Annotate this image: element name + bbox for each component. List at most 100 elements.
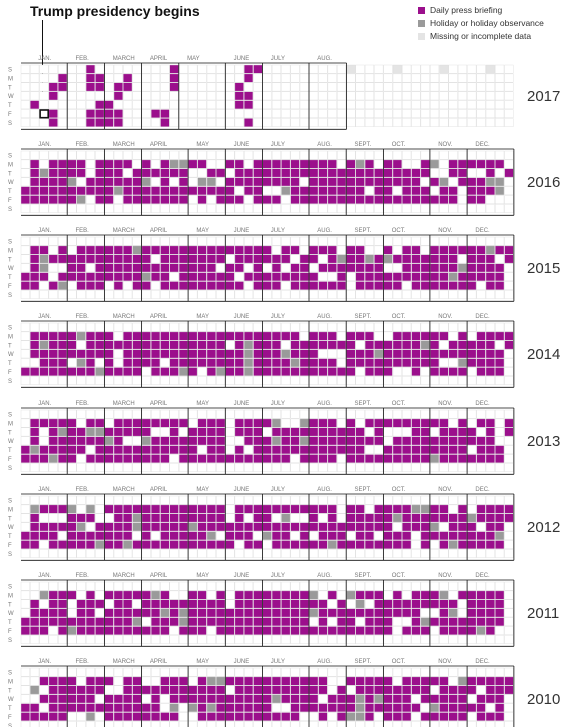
day-cell <box>76 549 86 558</box>
day-cell <box>299 540 309 550</box>
day-cell <box>290 676 300 686</box>
day-cell <box>132 581 142 591</box>
day-cell <box>132 290 142 299</box>
day-cell <box>411 195 421 205</box>
day-cell <box>206 694 216 704</box>
day-cell <box>160 159 170 169</box>
day-cell <box>476 358 486 368</box>
month-label: JAN. <box>38 142 51 148</box>
day-cell <box>485 91 495 101</box>
day-cell <box>309 463 319 472</box>
day-cell <box>495 418 505 428</box>
day-cell <box>141 263 151 273</box>
day-cell <box>216 495 226 505</box>
day-cell <box>141 549 151 558</box>
day-cell <box>290 418 300 428</box>
day-cell <box>430 73 440 83</box>
day-cell <box>504 626 514 636</box>
day-cell <box>197 150 207 160</box>
day-cell <box>169 186 179 196</box>
day-cell <box>327 617 337 627</box>
day-cell <box>467 150 477 160</box>
day-cell <box>123 150 133 160</box>
day-cell <box>411 712 421 722</box>
day-cell <box>234 540 244 550</box>
day-cell <box>104 236 114 246</box>
day-cell <box>234 349 244 359</box>
day-cell <box>364 504 375 514</box>
day-cell <box>262 159 272 169</box>
day-cell <box>485 626 495 636</box>
day-cell <box>355 676 365 686</box>
day-cell <box>58 590 68 600</box>
day-cell <box>253 540 263 550</box>
day-cell <box>197 540 207 550</box>
month-label: DEC. <box>475 573 490 579</box>
day-cell <box>188 513 198 523</box>
day-cell <box>309 676 319 686</box>
day-cell <box>383 245 393 255</box>
day-cell <box>206 703 216 713</box>
day-cell <box>309 109 319 119</box>
month-label: SEPT. <box>355 487 372 493</box>
day-cell <box>67 626 77 636</box>
month-label: JULY <box>271 487 285 493</box>
day-cell <box>58 159 68 169</box>
day-cell <box>197 626 207 636</box>
weekday-label: T <box>8 189 12 195</box>
day-cell <box>299 168 309 178</box>
day-cell <box>39 100 49 110</box>
day-cell <box>448 358 458 368</box>
day-cell <box>160 272 170 282</box>
day-cell <box>85 522 95 532</box>
day-cell <box>58 436 68 446</box>
day-cell <box>355 100 365 110</box>
day-cell <box>132 195 142 205</box>
day-cell <box>337 667 347 677</box>
day-cell <box>485 522 495 532</box>
day-cell <box>123 454 133 464</box>
day-cell <box>243 82 254 92</box>
day-cell <box>104 349 114 359</box>
day-cell <box>39 159 49 169</box>
day-cell <box>160 504 170 514</box>
day-cell <box>160 522 170 532</box>
day-cell <box>197 436 207 446</box>
day-cell <box>495 590 505 600</box>
day-cell <box>364 367 375 377</box>
day-cell <box>225 118 235 127</box>
day-cell <box>337 721 347 727</box>
day-cell <box>48 254 58 264</box>
day-cell <box>95 245 105 255</box>
day-cell <box>113 82 123 92</box>
day-cell <box>467 159 477 169</box>
day-cell <box>85 676 95 686</box>
day-cell <box>58 721 68 727</box>
day-cell <box>206 626 216 636</box>
day-cell <box>150 245 161 255</box>
day-cell <box>430 168 440 178</box>
day-cell <box>402 236 412 246</box>
day-cell <box>504 349 514 359</box>
day-cell <box>504 617 514 627</box>
day-cell <box>67 676 77 686</box>
day-cell <box>457 418 468 428</box>
day-cell <box>178 427 189 437</box>
day-cell <box>504 667 514 677</box>
day-cell <box>467 245 477 255</box>
day-cell <box>243 168 254 178</box>
day-cell <box>95 82 105 92</box>
day-cell <box>85 581 95 591</box>
day-cell <box>430 445 440 455</box>
day-cell <box>76 150 86 160</box>
day-cell <box>337 322 347 332</box>
day-cell <box>160 177 170 187</box>
day-cell <box>216 418 226 428</box>
day-cell <box>253 685 263 695</box>
day-cell <box>383 721 393 727</box>
day-cell <box>225 694 235 704</box>
day-cell <box>95 100 105 110</box>
day-cell <box>188 64 198 74</box>
day-cell <box>253 82 263 92</box>
month-label: JUNE <box>234 142 250 148</box>
